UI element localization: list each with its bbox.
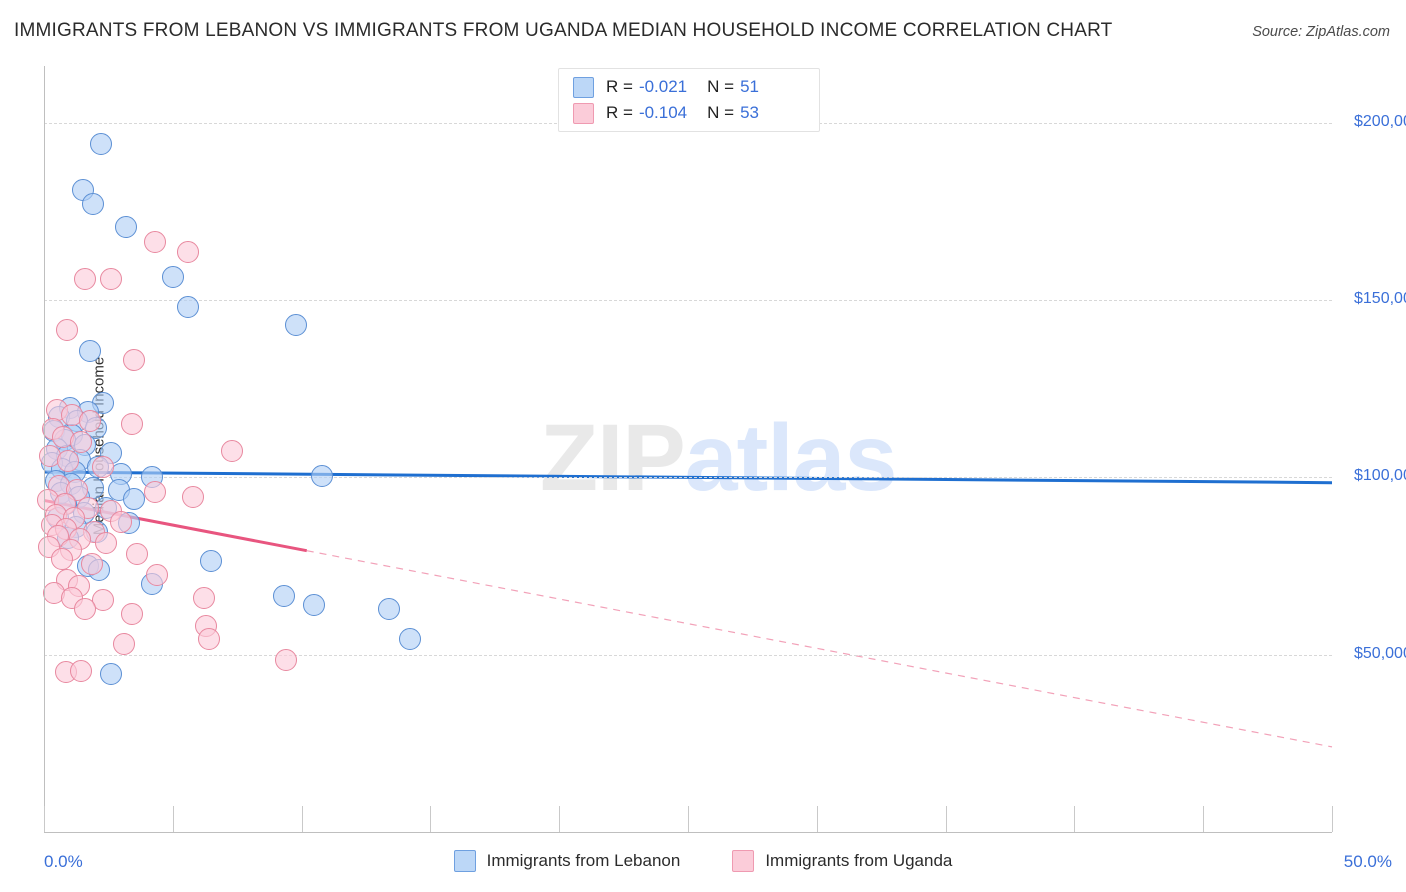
stats-legend: R = -0.021 N = 51 R = -0.104 N = 53 <box>558 68 820 132</box>
scatter-point[interactable] <box>161 266 184 288</box>
scatter-point[interactable] <box>125 542 148 565</box>
legend-swatch-uganda <box>573 102 594 124</box>
legend-color-swatch-uganda <box>732 850 755 872</box>
scatter-point[interactable] <box>110 510 133 533</box>
x-axis-tick <box>44 806 45 832</box>
scatter-point[interactable] <box>74 597 97 620</box>
y-axis-line <box>44 66 45 832</box>
y-tick-label: $50,000 <box>1354 644 1406 662</box>
scatter-point[interactable] <box>112 633 135 656</box>
scatter-point[interactable] <box>123 349 146 372</box>
scatter-point[interactable] <box>92 455 115 478</box>
scatter-point[interactable] <box>92 588 115 611</box>
scatter-point[interactable] <box>79 340 102 363</box>
x-axis-tick <box>1332 806 1333 832</box>
legend-label-lebanon: Immigrants from Lebanon <box>486 851 681 870</box>
scatter-point[interactable] <box>285 313 308 336</box>
scatter-point[interactable] <box>398 627 421 650</box>
scatter-point[interactable] <box>70 659 93 682</box>
scatter-point[interactable] <box>272 585 295 608</box>
scatter-point[interactable] <box>146 563 169 586</box>
scatter-point[interactable] <box>177 296 200 319</box>
x-axis-tick <box>1203 806 1205 832</box>
plot-area <box>36 66 1333 832</box>
scatter-point[interactable] <box>200 549 223 572</box>
scatter-point[interactable] <box>182 485 205 508</box>
x-axis-tick <box>430 806 432 832</box>
scatter-point[interactable] <box>123 487 146 510</box>
stats-legend-row-uganda: R = -0.104 N = 53 <box>573 100 759 126</box>
scatter-point[interactable] <box>74 267 97 290</box>
n-label-lebanon: N = <box>707 77 735 96</box>
r-label-uganda: R = <box>606 103 633 122</box>
scatter-point[interactable] <box>81 193 104 216</box>
trend-line-dashed <box>306 550 1333 748</box>
r-label-lebanon: R = <box>606 77 633 96</box>
page-title: IMMIGRANTS FROM LEBANON VS IMMIGRANTS FR… <box>14 20 1113 41</box>
scatter-point[interactable] <box>378 597 401 620</box>
scatter-point[interactable] <box>80 553 103 576</box>
scatter-point[interactable] <box>197 627 220 650</box>
x-tick-label-max: 50.0% <box>1343 852 1392 871</box>
gridline <box>44 477 1332 479</box>
scatter-point[interactable] <box>221 439 244 462</box>
scatter-point[interactable] <box>311 464 334 487</box>
scatter-point[interactable] <box>56 319 79 342</box>
legend-color-swatch-lebanon <box>453 850 476 872</box>
n-label-uganda: N = <box>707 103 735 122</box>
y-tick-label: $100,000 <box>1354 467 1406 485</box>
scatter-point[interactable] <box>120 413 143 436</box>
r-value-lebanon: -0.021 <box>638 77 688 96</box>
scatter-point[interactable] <box>143 480 166 503</box>
source-label: Source: ZipAtlas.com <box>1252 24 1390 40</box>
scatter-point[interactable] <box>177 241 200 264</box>
scatter-point[interactable] <box>115 216 138 239</box>
scatter-point[interactable] <box>70 430 93 453</box>
scatter-point[interactable] <box>120 602 143 625</box>
scatter-point[interactable] <box>79 409 102 432</box>
legend-label-uganda: Immigrants from Uganda <box>765 851 953 870</box>
scatter-point[interactable] <box>57 450 80 473</box>
x-axis-tick <box>945 806 947 832</box>
n-value-lebanon: 51 <box>740 77 759 96</box>
x-axis-tick <box>172 806 174 832</box>
scatter-point[interactable] <box>303 594 326 617</box>
legend-item-uganda[interactable]: Immigrants from Uganda <box>732 850 952 872</box>
series-legend: Immigrants from Lebanon Immigrants from … <box>0 845 1406 877</box>
stats-legend-row-lebanon: R = -0.021 N = 51 <box>573 74 759 100</box>
gridline <box>44 654 1332 656</box>
x-axis-tick <box>301 806 303 832</box>
x-axis-tick <box>1074 806 1076 832</box>
gridline <box>44 300 1332 302</box>
scatter-point[interactable] <box>275 649 298 671</box>
x-axis-line <box>44 832 1332 833</box>
x-axis-tick <box>816 806 818 832</box>
scatter-point[interactable] <box>143 230 166 253</box>
y-tick-label: $200,000 <box>1354 112 1406 130</box>
legend-item-lebanon[interactable]: Immigrants from Lebanon <box>453 850 681 872</box>
scatter-point[interactable] <box>51 547 74 570</box>
r-value-uganda: -0.104 <box>638 103 688 122</box>
scatter-point[interactable] <box>89 133 112 156</box>
x-axis-tick <box>688 806 689 832</box>
legend-swatch-lebanon <box>573 76 594 98</box>
x-tick-label-min: 0.0% <box>44 852 83 871</box>
n-value-uganda: 53 <box>740 103 759 122</box>
x-axis-tick <box>559 806 561 832</box>
scatter-point[interactable] <box>94 531 117 554</box>
scatter-point[interactable] <box>99 663 122 686</box>
scatter-point[interactable] <box>192 586 215 609</box>
y-tick-label: $150,000 <box>1354 290 1406 308</box>
scatter-point[interactable] <box>99 267 122 290</box>
